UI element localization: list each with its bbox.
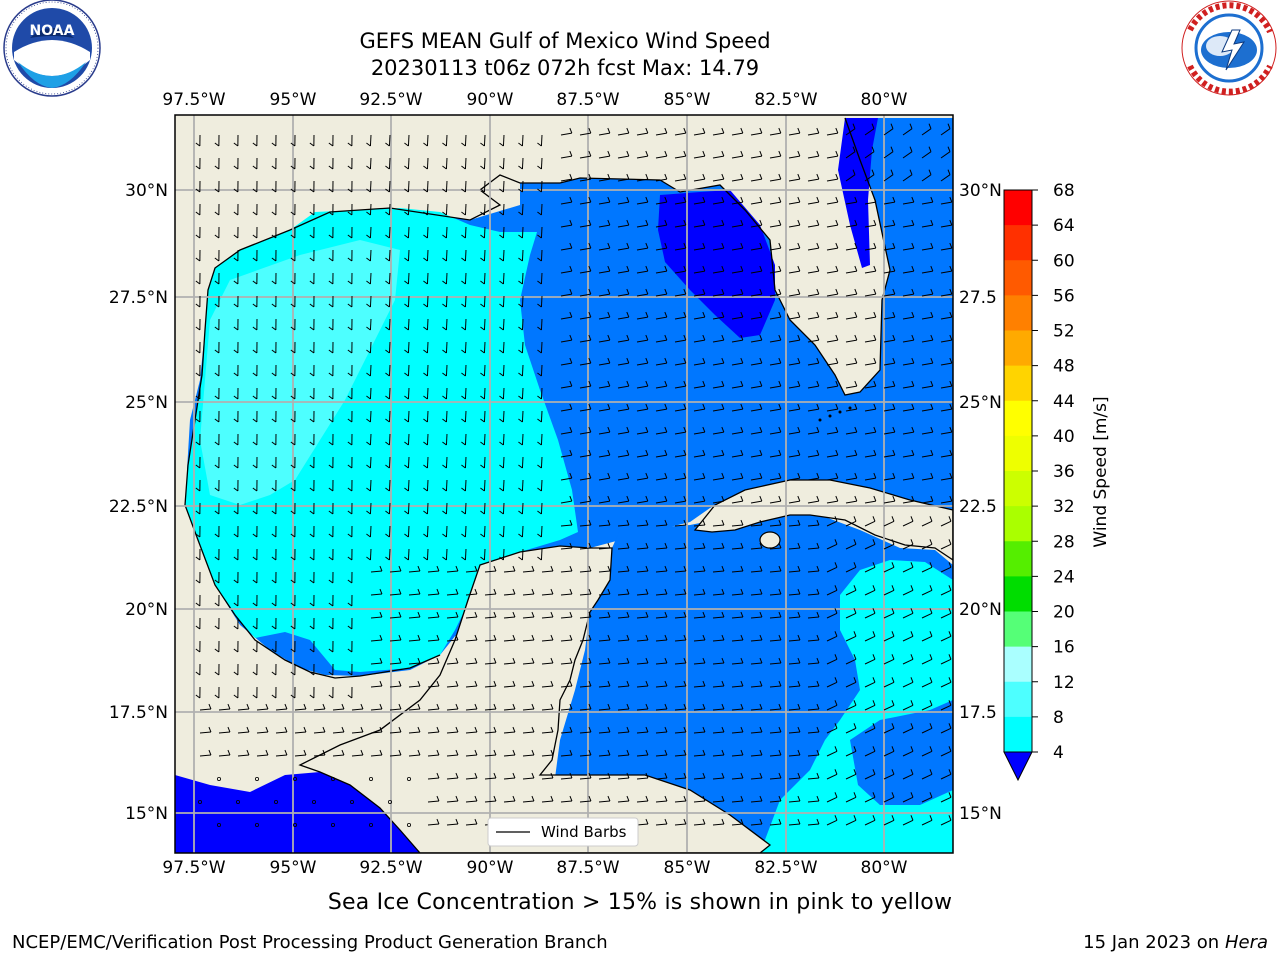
florida-keys (818, 406, 852, 422)
lon-label-top: 80°W (861, 90, 908, 110)
lat-label-left: 25°N (125, 393, 168, 413)
lat-labels-left: 30°N 27.5°N 25°N 22.5°N 20°N 17.5°N 15°N (109, 181, 168, 824)
lat-labels-right: 30°N 27.5 25°N 22.5 20°N 17.5 15°N (959, 181, 1002, 824)
colorbar-tick-label: 48 (1053, 357, 1075, 377)
lon-label-top: 92.5°W (359, 90, 422, 110)
nws-logo (1181, 0, 1277, 96)
lon-label-top: 90°W (467, 90, 514, 110)
legend-label: Wind Barbs (541, 823, 627, 841)
noaa-logo: NOAA (3, 0, 101, 97)
lat-label-right: 17.5 (959, 703, 997, 723)
colorbar-tick-label: 16 (1053, 638, 1075, 658)
lat-label-left: 17.5°N (109, 703, 168, 723)
wind-barbs (195, 123, 953, 828)
lon-label-bottom: 97.5°W (162, 858, 225, 878)
colorbar-bin (1004, 330, 1032, 367)
colorbar-bin (1004, 541, 1032, 577)
lat-label-left: 30°N (125, 181, 168, 201)
colorbar-under-triangle (1003, 751, 1033, 782)
noaa-logo-text: NOAA (30, 23, 75, 39)
lat-label-left: 20°N (125, 600, 168, 620)
colorbar-bin (1004, 611, 1032, 648)
colorbar-tick-label: 12 (1053, 673, 1075, 693)
colorbar-bin (1004, 646, 1032, 683)
lat-label-right: 30°N (959, 181, 1002, 201)
colorbar: 68 64 60 56 52 48 44 40 36 32 28 24 20 16 12 8 4 (1003, 181, 1075, 782)
yucatan-land (298, 545, 772, 853)
lat-label-right: 20°N (959, 600, 1002, 620)
colorbar-tick-label: 8 (1053, 708, 1064, 728)
footer-date: 15 Jan 2023 on Hera (1083, 932, 1268, 953)
colorbar-tick-label: 68 (1053, 181, 1075, 201)
us-coastline (204, 117, 891, 396)
lat-label-left: 22.5°N (109, 497, 168, 517)
graticule (175, 115, 953, 853)
lon-label-top: 82.5°W (754, 90, 817, 110)
lat-label-right: 22.5 (959, 497, 997, 517)
colorbar-tick-label: 52 (1053, 322, 1075, 342)
colorbar-bin (1004, 295, 1032, 331)
colorbar-bin (1004, 190, 1032, 226)
lon-label-bottom: 80°W (861, 858, 908, 878)
lat-label-right: 27.5 (959, 288, 997, 308)
lon-label-bottom: 95°W (270, 858, 317, 878)
colorbar-tick-label: 4 (1053, 743, 1064, 763)
colorbar-tick-label: 40 (1053, 427, 1075, 447)
footer-host: Hera (1224, 932, 1268, 953)
colorbar-bin (1004, 576, 1032, 612)
sea-ice-caption: Sea Ice Concentration > 15% is shown in … (327, 890, 953, 915)
lon-label-top: 97.5°W (162, 90, 225, 110)
colorbar-tick-label: 60 (1053, 251, 1075, 271)
colorbar-bin (1004, 400, 1032, 437)
colorbar-bin (1004, 225, 1032, 261)
colorbar-bin (1004, 716, 1032, 753)
lat-label-right: 15°N (959, 804, 1002, 824)
lon-label-top: 85°W (664, 90, 711, 110)
lon-label-bottom: 87.5°W (556, 858, 619, 878)
chart-subtitle: 20230113 t06z 072h fcst Max: 14.79 (370, 56, 760, 80)
colorbar-tick-label: 56 (1053, 286, 1075, 306)
colorbar-tick-label: 20 (1053, 603, 1075, 623)
colorbar-bin (1004, 471, 1032, 507)
wind-barbs-legend: Wind Barbs (487, 817, 639, 847)
caribbean-water-blue-inner (850, 700, 953, 805)
lon-label-bottom: 85°W (664, 858, 711, 878)
colorbar-bin (1004, 506, 1032, 542)
lat-label-left: 15°N (125, 804, 168, 824)
colorbar-bin (1004, 365, 1032, 402)
colorbar-tick-label: 44 (1053, 392, 1075, 412)
lon-label-top: 95°W (270, 90, 317, 110)
colorbar-bin (1004, 260, 1032, 296)
chart-title: GEFS MEAN Gulf of Mexico Wind Speed (359, 29, 771, 53)
colorbar-tick-label: 36 (1053, 462, 1075, 482)
colorbar-bin (1004, 435, 1032, 472)
footer-branch: NCEP/EMC/Verification Post Processing Pr… (12, 932, 608, 953)
lon-labels-bottom: 97.5°W 95°W 92.5°W 90°W 87.5°W 85°W 82.5°W 80°W (162, 858, 907, 878)
colorbar-bin (1004, 681, 1032, 718)
lon-label-bottom: 90°W (467, 858, 514, 878)
mexico-coastline (184, 329, 441, 679)
colorbar-tick-label: 32 (1053, 497, 1075, 517)
gulf-water-lightcyan (200, 240, 400, 505)
map-area (175, 115, 953, 853)
map-frame (174, 114, 954, 854)
lon-label-bottom: 82.5°W (754, 858, 817, 878)
colorbar-tick-label: 64 (1053, 216, 1075, 236)
lon-label-top: 87.5°W (556, 90, 619, 110)
colorbar-tick-label: 24 (1053, 567, 1075, 587)
lat-label-left: 27.5°N (109, 288, 168, 308)
footer-date-text: 15 Jan 2023 on (1083, 932, 1225, 953)
lat-label-right: 25°N (959, 393, 1002, 413)
lon-label-bottom: 92.5°W (359, 858, 422, 878)
colorbar-label: Wind Speed [m/s] (1091, 396, 1111, 547)
isla-juventud (759, 531, 781, 549)
lon-labels-top: 97.5°W 95°W 92.5°W 90°W 87.5°W 85°W 82.5°W 80°W (162, 90, 907, 110)
colorbar-tick-label: 28 (1053, 532, 1075, 552)
